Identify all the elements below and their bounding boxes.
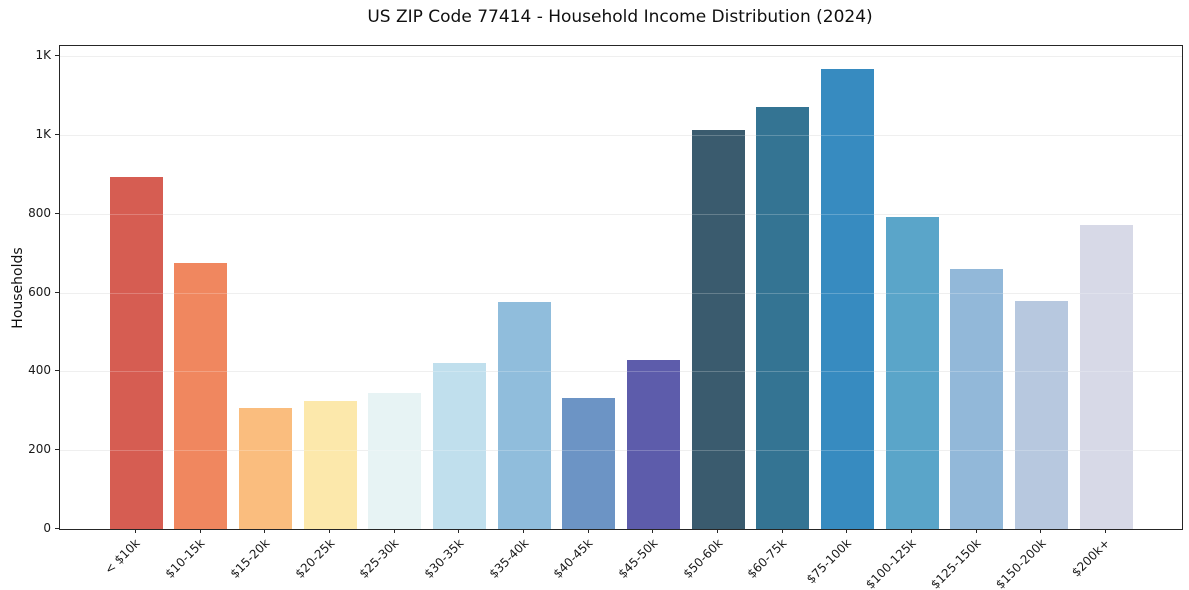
bar: [303, 400, 357, 529]
bar: [820, 68, 874, 529]
y-tick-label: 400: [28, 363, 51, 378]
x-tick-label: $25-30k: [356, 536, 402, 581]
x-tick-label: $35-40k: [486, 536, 531, 581]
y-tick-mark: [55, 370, 59, 372]
bar: [626, 360, 680, 529]
x-tick-mark: [846, 529, 848, 533]
bar: [432, 362, 486, 529]
y-tick-label: 200: [28, 442, 51, 457]
bar: [950, 268, 1004, 529]
y-tick-mark: [55, 212, 59, 214]
y-tick-mark: [55, 134, 59, 136]
y-tick-mark: [55, 291, 59, 293]
y-tick-mark: [55, 528, 59, 529]
gridline: [60, 56, 1182, 58]
bar: [885, 216, 939, 529]
x-tick-label: $30-35k: [421, 536, 467, 581]
x-tick-mark: [523, 529, 524, 533]
x-tick-mark: [587, 529, 589, 533]
y-tick-label: 1K: [35, 127, 51, 142]
plot-area: [59, 45, 1183, 530]
bar: [691, 129, 745, 529]
x-tick-mark: [1040, 529, 1042, 533]
x-tick-mark: [135, 529, 136, 533]
x-tick-label: < $10k: [102, 536, 143, 577]
gridline: [60, 292, 1182, 294]
x-tick-label: $50-60k: [680, 536, 725, 581]
bar: [1079, 225, 1133, 529]
x-tick-label: $20-25k: [292, 536, 337, 581]
x-tick-mark: [911, 529, 912, 533]
x-tick-mark: [975, 529, 977, 533]
bar: [497, 301, 551, 529]
x-tick-mark: [652, 529, 654, 533]
x-tick-label: $75-100k: [803, 536, 855, 587]
bar: [368, 393, 422, 529]
gridline: [60, 450, 1182, 452]
y-tick-mark: [55, 55, 59, 57]
chart-title: US ZIP Code 77414 - Household Income Dis…: [367, 7, 873, 27]
x-tick-mark: [717, 529, 718, 533]
bar: [109, 176, 163, 529]
x-tick-mark: [781, 529, 783, 533]
x-tick-mark: [393, 529, 395, 533]
x-tick-label: $150-200k: [992, 536, 1049, 590]
gridline: [60, 450, 1182, 452]
gridline: [60, 135, 1182, 137]
y-tick-label: 0: [43, 521, 51, 535]
x-tick-mark: [458, 529, 460, 533]
x-tick-label: $15-20k: [227, 536, 273, 581]
x-tick-mark: [1105, 529, 1106, 533]
y-tick-label: 600: [28, 284, 51, 299]
x-tick-label: $125-150k: [927, 536, 984, 590]
x-tick-label: $45-50k: [615, 536, 661, 581]
x-tick-label: $200k+: [1069, 536, 1113, 580]
y-tick-label: 1K: [35, 48, 51, 63]
x-tick-mark: [329, 529, 330, 533]
bar: [174, 262, 228, 529]
gridline: [60, 135, 1182, 137]
gridline: [60, 56, 1182, 58]
gridline: [60, 371, 1182, 373]
y-tick-label: 800: [28, 205, 51, 220]
x-tick-label: $60-75k: [744, 536, 790, 581]
gridline: [60, 371, 1182, 373]
gridline: [60, 292, 1182, 294]
bar: [562, 397, 616, 529]
gridline: [60, 213, 1182, 215]
x-tick-label: $40-45k: [550, 536, 596, 581]
x-tick-mark: [199, 529, 201, 533]
bar: [756, 107, 810, 529]
bar: [1014, 300, 1068, 529]
x-tick-label: $100-125k: [863, 536, 919, 590]
y-tick-mark: [55, 449, 59, 451]
bar: [238, 407, 292, 529]
x-tick-mark: [264, 529, 266, 533]
gridline: [60, 213, 1182, 215]
x-tick-label: $10-15k: [162, 536, 208, 581]
